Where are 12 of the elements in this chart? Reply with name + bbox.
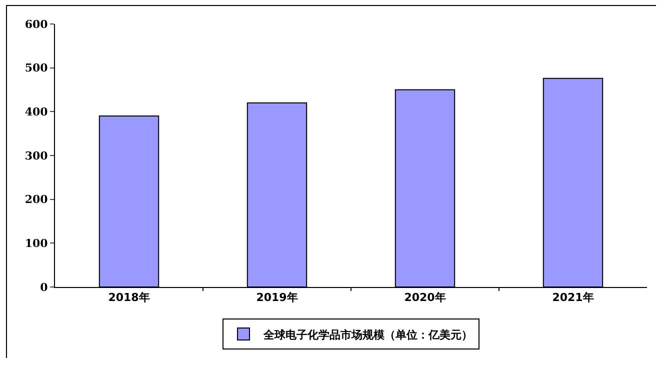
x-tick-label: 2019年 [256,291,298,304]
x-tick-label: 2020年 [404,291,446,304]
legend-label: 全球电子化学品市场规模（单位：亿美元） [262,328,472,342]
y-tick-label: 400 [24,106,48,119]
x-tick-label: 2021年 [552,291,594,304]
y-tick-label: 200 [24,193,48,206]
y-tick-label: 300 [24,149,48,162]
x-tick-label: 2018年 [108,291,150,304]
y-tick-label: 100 [24,237,48,250]
y-tick-label: 600 [24,18,48,31]
y-tick-label: 0 [40,280,48,294]
y-tick-label: 500 [24,62,48,75]
